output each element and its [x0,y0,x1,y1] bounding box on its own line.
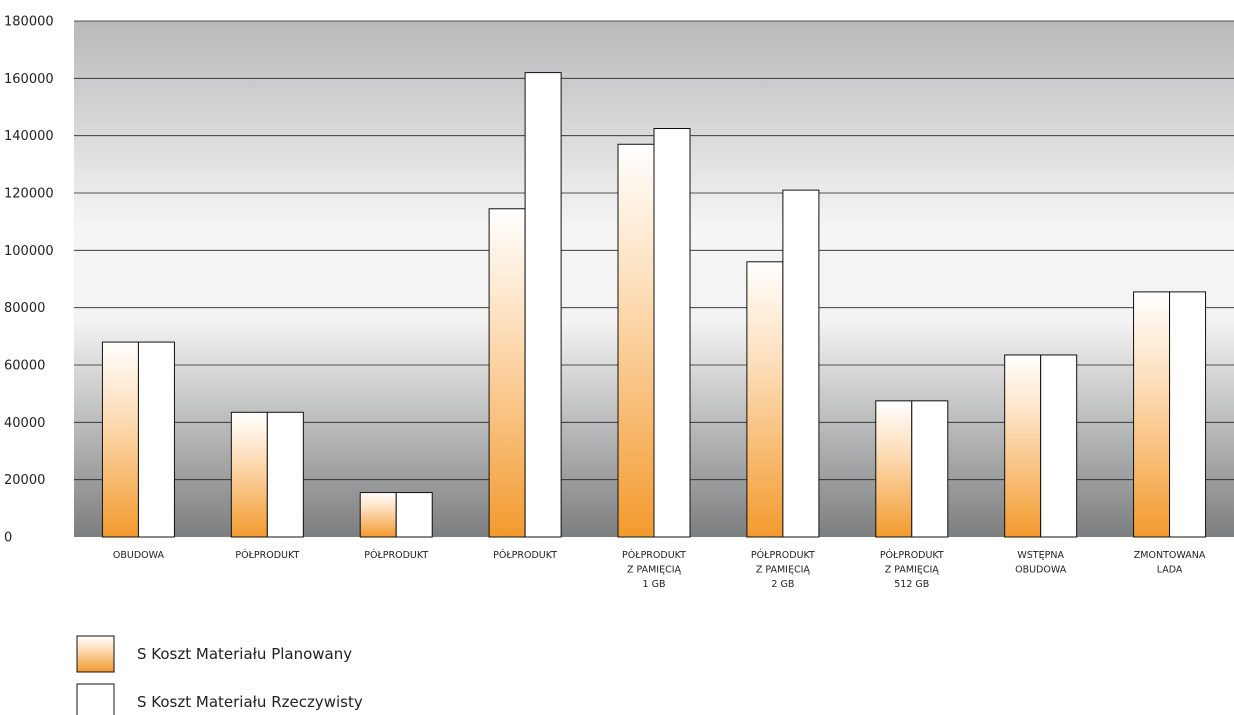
y-tick-label: 80000 [4,301,45,316]
bars [101,72,1207,538]
x-category-label: Z PAMIĘCIĄ [627,565,682,576]
bar-planned [488,208,526,538]
bar-actual [653,128,691,538]
x-category-label: Z PAMIĘCIĄ [756,565,811,576]
bar-planned [875,400,913,538]
legend: S Koszt Materiału Planowany S Koszt Mater… [76,635,363,715]
x-category-label: OBUDOWA [1015,565,1067,576]
x-category-label: PÓŁPRODUKT [493,549,557,561]
bar-actual [911,400,949,538]
x-category-label: 512 GB [894,579,929,590]
bar-actual [137,341,175,538]
x-category-label: Z PAMIĘCIĄ [885,565,940,576]
y-tick-label: 140000 [4,129,54,144]
x-category-label: PÓŁPRODUKT [364,549,428,561]
bar-actual [1040,354,1078,538]
y-axis: 0 20000 40000 60000 80000 100000 120000 140000 1… [4,15,54,546]
x-category-label: PÓŁPRODUKT [622,549,686,561]
legend-label-actual: S Koszt Materiału Rzeczywisty [137,693,363,711]
legend-swatch-planned [76,635,115,673]
x-category-label: PÓŁPRODUKT [235,549,299,561]
y-tick-label: 180000 [4,15,54,30]
bar-planned [617,143,655,538]
y-tick-label: 120000 [4,187,54,202]
y-tick-label: 20000 [4,473,45,488]
bar-actual [266,411,304,538]
x-axis: OBUDOWA PÓŁPRODUKT PÓŁPRODUKT PÓŁPRODUKT PÓŁ… [113,549,1206,590]
x-category-label: OBUDOWA [113,550,165,561]
legend-swatch-actual [76,683,115,715]
x-category-label: LADA [1157,565,1183,576]
x-category-label: 1 GB [643,579,666,590]
x-category-label: PÓŁPRODUKT [751,549,815,561]
y-tick-label: 160000 [4,72,54,87]
bar-actual [524,72,562,538]
bar-actual [395,492,433,538]
bar-planned [230,411,268,538]
bar-actual [1169,291,1207,538]
y-tick-label: 100000 [4,244,54,259]
bar-planned [359,492,397,538]
x-category-label: ZMONTOWANA [1134,550,1206,561]
bar-planned [101,341,139,538]
y-tick-label: 0 [4,531,12,546]
x-category-label: 2 GB [771,579,794,590]
bar-planned [1133,291,1171,538]
x-category-label: WSTĘPNA [1017,550,1064,561]
x-category-label: PÓŁPRODUKT [880,549,944,561]
bar-actual [782,189,820,538]
bar-planned [1004,354,1042,538]
legend-label-planned: S Koszt Materiału Planowany [137,645,352,663]
y-tick-label: 40000 [4,416,45,431]
bar-planned [746,261,784,538]
y-tick-label: 60000 [4,359,45,374]
